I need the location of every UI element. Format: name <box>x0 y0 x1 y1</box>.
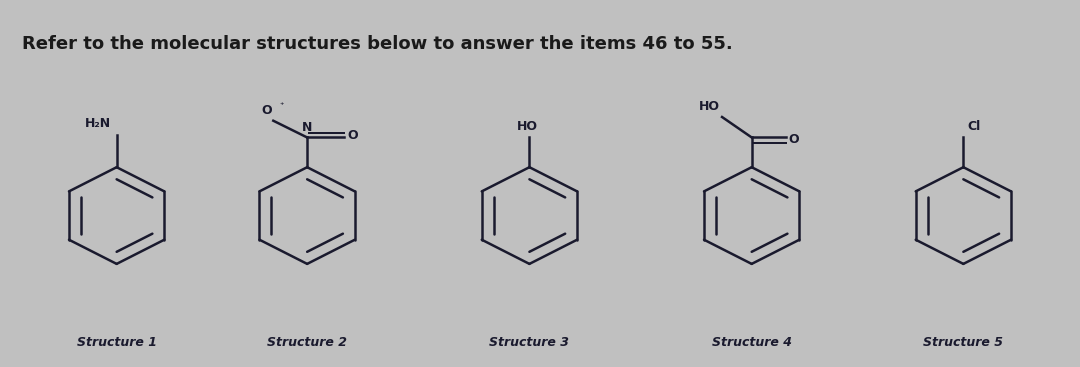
Text: N: N <box>302 121 312 134</box>
Text: Structure 1: Structure 1 <box>77 335 157 349</box>
Text: O: O <box>261 104 272 117</box>
Text: Structure 2: Structure 2 <box>267 335 347 349</box>
Text: ⁺: ⁺ <box>280 101 284 110</box>
Text: Cl: Cl <box>968 120 981 133</box>
Text: HO: HO <box>699 100 720 113</box>
Text: Structure 5: Structure 5 <box>923 335 1003 349</box>
Text: H₂N: H₂N <box>85 117 111 130</box>
Text: HO: HO <box>517 120 538 133</box>
Text: Structure 4: Structure 4 <box>712 335 792 349</box>
Text: Refer to the molecular structures below to answer the items 46 to 55.: Refer to the molecular structures below … <box>22 35 732 54</box>
Text: O: O <box>788 133 799 146</box>
Text: Structure 3: Structure 3 <box>489 335 569 349</box>
Text: O: O <box>348 129 357 142</box>
